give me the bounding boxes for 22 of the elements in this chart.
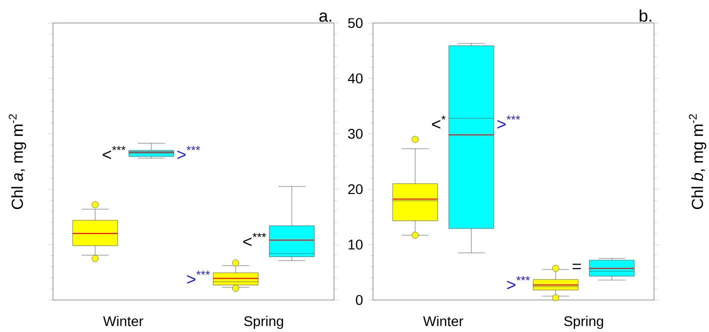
chart-title: a. [319, 12, 332, 22]
annotation: >$^{***}$ [187, 270, 210, 284]
y-tick-label: 20 [348, 184, 363, 194]
x-tick-label: Winter [423, 316, 464, 326]
y-tick-label: 30 [348, 128, 363, 139]
y-tick-label: 10 [348, 240, 363, 250]
y-tick-label: 40 [348, 73, 363, 84]
y-axis-title: Chl a, mg m$^{-2}$ [8, 114, 26, 210]
y-axis-title: Chl b, mg m$^{-2}$ [688, 114, 706, 210]
chart-title: b. [640, 9, 652, 22]
annotation: >$^{***}$ [177, 146, 200, 160]
annotation: >$^{***}$ [497, 116, 520, 129]
y-tick-label: 0 [356, 295, 363, 305]
annotation: <$^{***}$ [243, 232, 266, 246]
annotation: <$^{*}$ [432, 116, 446, 129]
annotation: = [572, 264, 581, 270]
x-tick-label: Spring [244, 316, 284, 329]
annotation: >$^{***}$ [507, 276, 530, 290]
annotation: <$^{***}$ [102, 146, 126, 160]
x-tick-label: Spring [564, 316, 604, 329]
x-tick-label: Winter [103, 316, 144, 326]
y-tick-label: 50 [348, 18, 363, 28]
